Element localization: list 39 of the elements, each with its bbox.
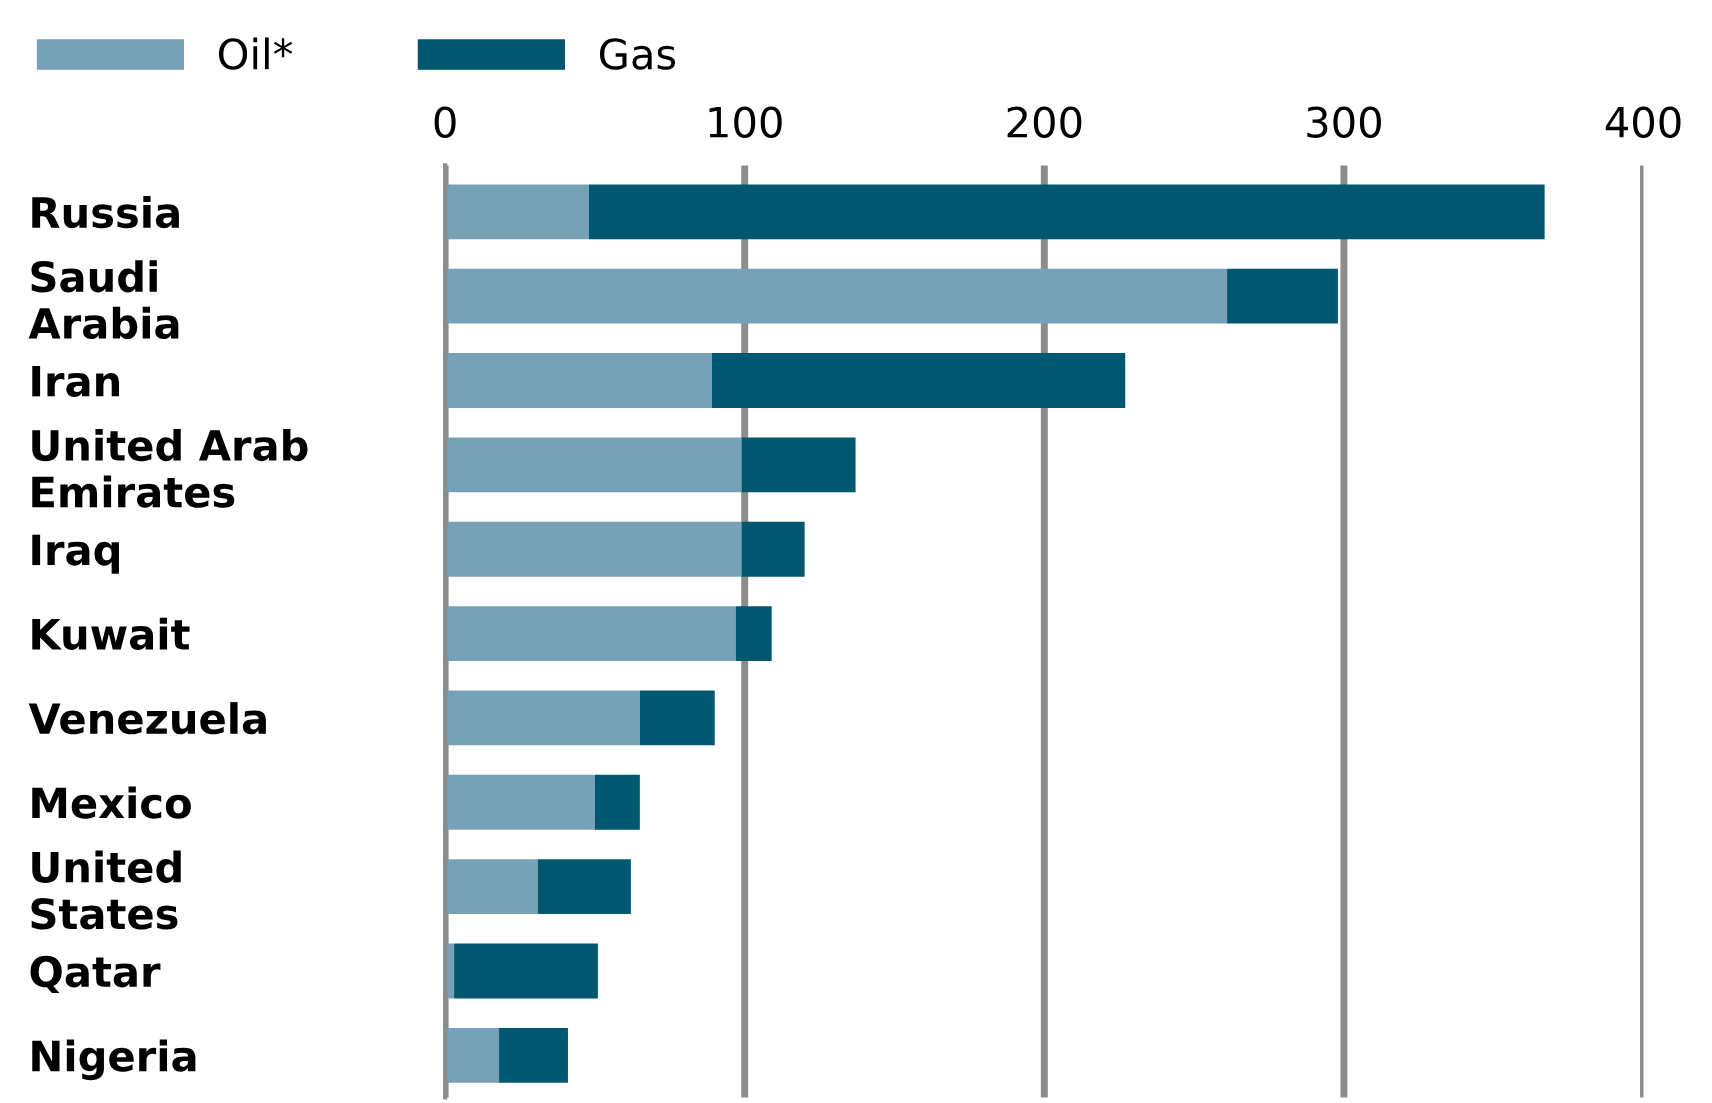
x-tick-label: 300 [1307, 106, 1381, 138]
x-tick-label: 200 [1007, 106, 1082, 138]
bar [594, 774, 640, 830]
bar [445, 690, 640, 746]
bar [1227, 268, 1338, 324]
bar [735, 606, 772, 661]
y-tick-label: Iran [32, 365, 120, 397]
legend-label: Gas [599, 38, 676, 70]
y-tick-label: Venezuela [28, 702, 266, 735]
bar [445, 774, 595, 830]
y-tick-label: Kuwait [32, 617, 190, 650]
x-tick-label: 0 [434, 106, 456, 138]
bar [454, 943, 598, 999]
bar [445, 184, 589, 240]
bar [445, 1027, 500, 1083]
legend-label: Oil* [219, 37, 293, 70]
bar [741, 521, 805, 577]
bar [445, 859, 538, 915]
bar [741, 437, 856, 493]
y-tick-label: Nigeria [32, 1039, 196, 1081]
y-tick-label: Iraq [32, 534, 119, 574]
bar [499, 1027, 568, 1083]
y-tick-label: Qatar [30, 955, 161, 993]
x-tick-label: 100 [709, 106, 782, 138]
bar [445, 353, 712, 408]
bar [538, 859, 631, 915]
bar [445, 268, 1228, 324]
bar [445, 521, 742, 577]
y-tick-label: United States [31, 850, 181, 930]
bar [445, 437, 742, 493]
y-tick-label: Mexico [32, 786, 191, 819]
bar [711, 353, 1126, 408]
bar [445, 606, 736, 661]
y-tick-label: Saudi Arabia [28, 260, 179, 340]
y-tick-label: United Arab Emirates [32, 428, 308, 508]
x-tick-label: 400 [1605, 106, 1681, 138]
y-tick-label: Russia [32, 196, 179, 229]
bar [639, 690, 715, 746]
bar [588, 184, 1545, 240]
